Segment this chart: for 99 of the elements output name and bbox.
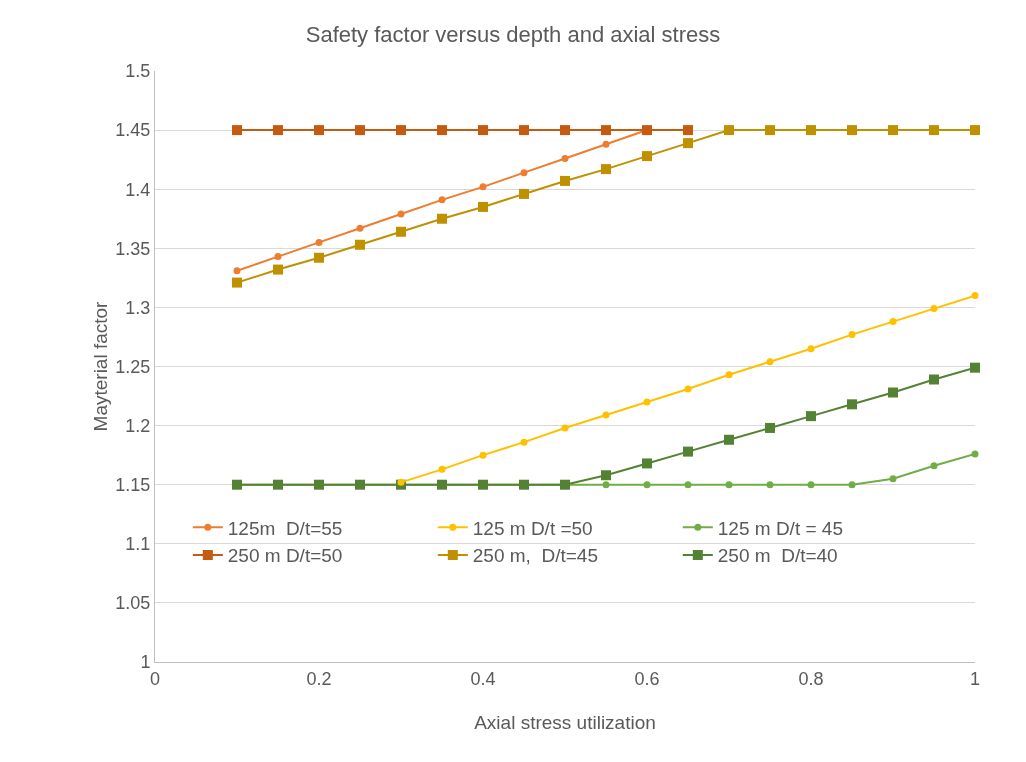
y-tick-label: 1.4 <box>125 179 151 200</box>
point <box>560 175 570 186</box>
point <box>930 462 938 470</box>
point <box>806 125 816 136</box>
point <box>643 481 651 489</box>
y-tick-label: 1.1 <box>125 534 151 555</box>
point <box>889 318 897 326</box>
y-tick-label: 1.05 <box>115 593 151 614</box>
point <box>642 151 652 162</box>
point <box>602 140 610 148</box>
legend-label: 250 m, D/t=45 <box>472 545 598 567</box>
point <box>274 253 282 261</box>
point <box>848 331 856 339</box>
point <box>437 213 447 224</box>
legend-label: 125 m D/t = 45 <box>717 517 843 539</box>
point <box>888 125 898 136</box>
y-tick-label: 1.5 <box>125 61 151 82</box>
y-tick-label: 1 <box>140 652 151 673</box>
point <box>971 292 979 300</box>
point <box>314 252 324 263</box>
point <box>232 125 242 136</box>
point <box>725 371 733 379</box>
point <box>520 169 528 177</box>
x-axis-title: Axial stress utilization <box>474 712 656 733</box>
point <box>602 481 610 489</box>
point <box>273 125 283 136</box>
point <box>314 125 324 136</box>
point <box>970 362 980 373</box>
legend-label: 125m D/t=55 <box>227 517 343 539</box>
point <box>315 238 323 246</box>
point <box>765 422 775 433</box>
point <box>724 125 734 136</box>
legend-label: 125 m D/t =50 <box>472 517 593 539</box>
point <box>684 385 692 393</box>
point <box>438 196 446 204</box>
point <box>765 125 775 136</box>
point <box>561 424 569 432</box>
point <box>683 446 693 457</box>
x-tick-label: 1 <box>969 668 981 689</box>
legend-label: 250 m D/t=50 <box>227 545 343 567</box>
y-tick-label: 1.15 <box>115 475 151 495</box>
point <box>397 210 405 218</box>
point <box>929 125 939 136</box>
point <box>683 138 693 149</box>
point <box>929 374 939 385</box>
point <box>560 125 570 136</box>
point <box>601 125 611 136</box>
x-tick-label: 0.6 <box>634 668 660 689</box>
point <box>356 224 364 232</box>
x-tick-label: 0.8 <box>798 668 824 689</box>
point <box>766 358 774 366</box>
x-tick-label: 0.4 <box>470 668 496 689</box>
point <box>519 125 529 136</box>
point <box>355 239 365 250</box>
point <box>971 450 979 458</box>
point <box>847 125 857 136</box>
point <box>478 125 488 136</box>
point <box>601 470 611 481</box>
point <box>684 481 692 489</box>
y-tick-label: 1.35 <box>115 238 151 259</box>
point <box>233 267 241 275</box>
y-tick-label: 1.25 <box>115 356 151 377</box>
point <box>889 475 897 483</box>
y-axis-title: Mayterial factor <box>90 300 111 432</box>
point <box>970 125 980 136</box>
point <box>437 125 447 136</box>
x-tick-label: 0 <box>149 668 161 689</box>
point <box>232 277 242 288</box>
legend-label: 250 m D/t=40 <box>717 545 838 567</box>
point <box>519 188 529 199</box>
y-tick-label: 1.3 <box>125 297 151 318</box>
point <box>643 398 651 406</box>
point <box>766 481 774 489</box>
point <box>479 451 487 459</box>
y-tick-label: 1.2 <box>125 415 151 436</box>
point <box>724 434 734 445</box>
x-tick-label: 0.2 <box>306 668 332 689</box>
point <box>355 125 365 136</box>
point <box>520 438 528 446</box>
point <box>806 411 816 422</box>
point <box>438 465 446 473</box>
point <box>807 481 815 489</box>
point <box>479 183 487 191</box>
point <box>602 411 610 419</box>
chart-title: Safety factor versus depth and axial stress <box>305 22 721 48</box>
y-tick-label: 1.45 <box>115 120 151 141</box>
point <box>642 458 652 469</box>
point <box>561 154 569 162</box>
point <box>273 264 283 275</box>
point <box>396 125 406 136</box>
point <box>848 481 856 489</box>
point <box>725 481 733 489</box>
point <box>807 345 815 353</box>
point <box>888 387 898 398</box>
point <box>601 164 611 175</box>
point <box>930 305 938 313</box>
point <box>847 399 857 410</box>
point <box>478 201 488 212</box>
point <box>396 226 406 237</box>
